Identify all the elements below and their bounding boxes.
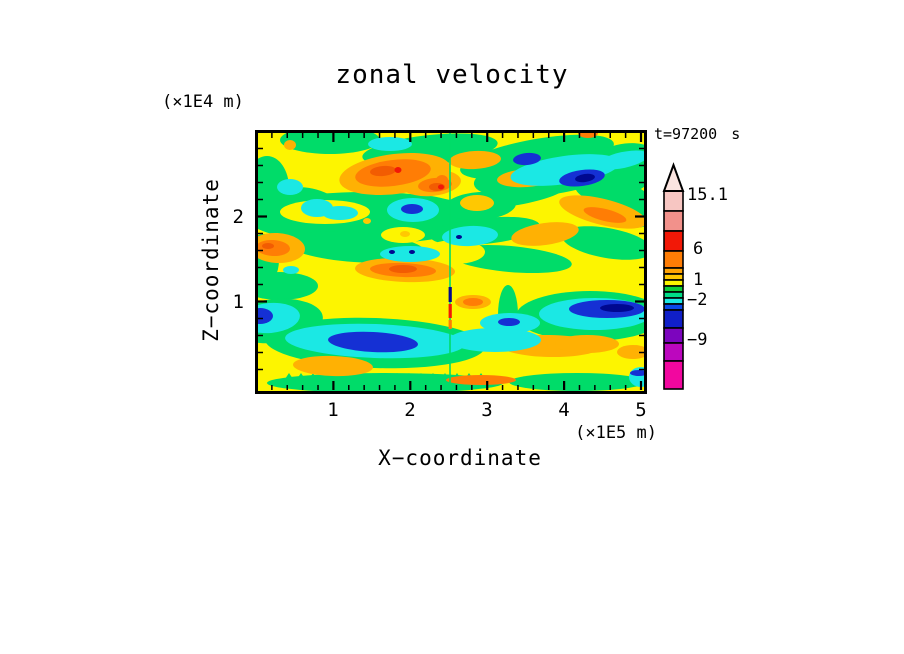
colorbar-band xyxy=(663,291,684,299)
colorbar-band xyxy=(663,303,684,311)
colorbar-band xyxy=(663,342,684,362)
contour-blob-cyan xyxy=(283,266,299,274)
colorbar-arrow-icon xyxy=(662,162,685,192)
colorbar-tick-label: 1 xyxy=(693,270,704,290)
colorbar-band xyxy=(663,190,684,212)
x-axis-unit-label: (×1E5 m) xyxy=(575,423,657,443)
contour-blob-amber xyxy=(617,345,644,359)
contour-blob-cyan xyxy=(597,150,644,170)
contour-blob-blue xyxy=(513,152,541,166)
contour-plot xyxy=(255,130,647,394)
y-axis-title: Z−coordinate xyxy=(199,178,223,342)
figure-title: zonal velocity xyxy=(335,60,569,90)
y-tick-label: 2 xyxy=(232,206,244,228)
contour-blob-blue xyxy=(258,308,273,324)
contour-blob-amber xyxy=(284,140,296,150)
colorbar-band xyxy=(663,273,684,281)
contour-blob-navy xyxy=(456,235,462,239)
contour-strip-navy xyxy=(448,287,452,302)
x-tick-label: 4 xyxy=(558,399,570,421)
contour-blob-green xyxy=(561,226,644,260)
contour-blob-amber xyxy=(449,150,501,170)
colorbar-band xyxy=(663,210,684,232)
colorbar-tick-label: −2 xyxy=(687,290,708,310)
contour-blob-navy xyxy=(409,250,415,254)
contour-blob-orange xyxy=(446,375,516,385)
contour-blob-navy xyxy=(575,173,595,183)
contour-blob-blue xyxy=(328,331,418,353)
contour-zigzag-green xyxy=(283,373,487,382)
plot-border xyxy=(255,130,647,394)
contour-blob-orange xyxy=(463,298,483,306)
contour-blob-orange xyxy=(578,133,598,138)
colorbar-band xyxy=(663,309,684,329)
y-tick-label: 1 xyxy=(232,291,244,313)
contour-blob-gold xyxy=(363,218,371,224)
contour-blob-blue xyxy=(498,318,520,326)
x-tick-label: 1 xyxy=(327,399,339,421)
plot-ticks xyxy=(258,133,644,390)
colorbar-tick-label: −9 xyxy=(687,330,708,350)
contour-blob-amber xyxy=(511,222,579,246)
contour-blob-orange xyxy=(436,175,448,185)
colorbar-band xyxy=(663,297,684,305)
contour-blob-navy xyxy=(389,250,395,254)
colorbar-band xyxy=(663,285,684,293)
contour-blob-cyan xyxy=(368,137,412,151)
contour-blob-orange xyxy=(583,207,627,223)
contour-blob-gold xyxy=(460,195,494,211)
contour-strip-orange xyxy=(448,320,452,329)
contour-blob-cyan xyxy=(442,225,498,247)
contour-blob-blue xyxy=(401,204,423,214)
x-axis-title: X−coordinate xyxy=(378,446,542,470)
contour-field xyxy=(258,133,644,391)
contour-strip-red xyxy=(448,304,452,318)
contour-blob-red xyxy=(438,184,444,190)
colorbar-tick-label: 6 xyxy=(693,239,704,259)
contour-blob-blue xyxy=(630,370,644,376)
x-tick-label: 2 xyxy=(404,399,416,421)
colorbar-band xyxy=(663,279,684,287)
contour-blob-cyan xyxy=(449,328,541,352)
x-tick-label: 5 xyxy=(635,399,647,421)
contour-blob-amber xyxy=(555,335,619,353)
contour-blob-green xyxy=(280,133,380,154)
contour-blob-dorange xyxy=(370,165,396,177)
contour-blob-cyan xyxy=(380,246,440,262)
contour-blob-cyan xyxy=(277,179,303,195)
contour-blob-gold xyxy=(400,231,410,237)
colorbar-bands xyxy=(663,190,684,390)
contour-blob-dorange xyxy=(389,265,417,273)
colorbar-band xyxy=(663,360,684,390)
time-annotation: t=97200 s xyxy=(654,125,741,143)
contour-blob-dorange xyxy=(262,243,274,249)
colorbar xyxy=(662,162,685,390)
colorbar-band xyxy=(663,230,684,252)
contour-blob-red xyxy=(394,167,402,173)
y-axis-unit-label: (×1E4 m) xyxy=(162,92,244,112)
contour-blob-amber xyxy=(293,355,373,377)
contour-strip-green xyxy=(449,133,451,386)
colorbar-tick-label: 15.1 xyxy=(687,185,728,205)
contour-blob-navy xyxy=(600,304,634,312)
colorbar-band xyxy=(663,267,684,275)
x-tick-label: 3 xyxy=(481,399,493,421)
colorbar-band xyxy=(663,327,684,344)
colorbar-band xyxy=(663,250,684,269)
contour-blob-green xyxy=(509,373,644,391)
contour-blob-cyan xyxy=(322,206,358,220)
